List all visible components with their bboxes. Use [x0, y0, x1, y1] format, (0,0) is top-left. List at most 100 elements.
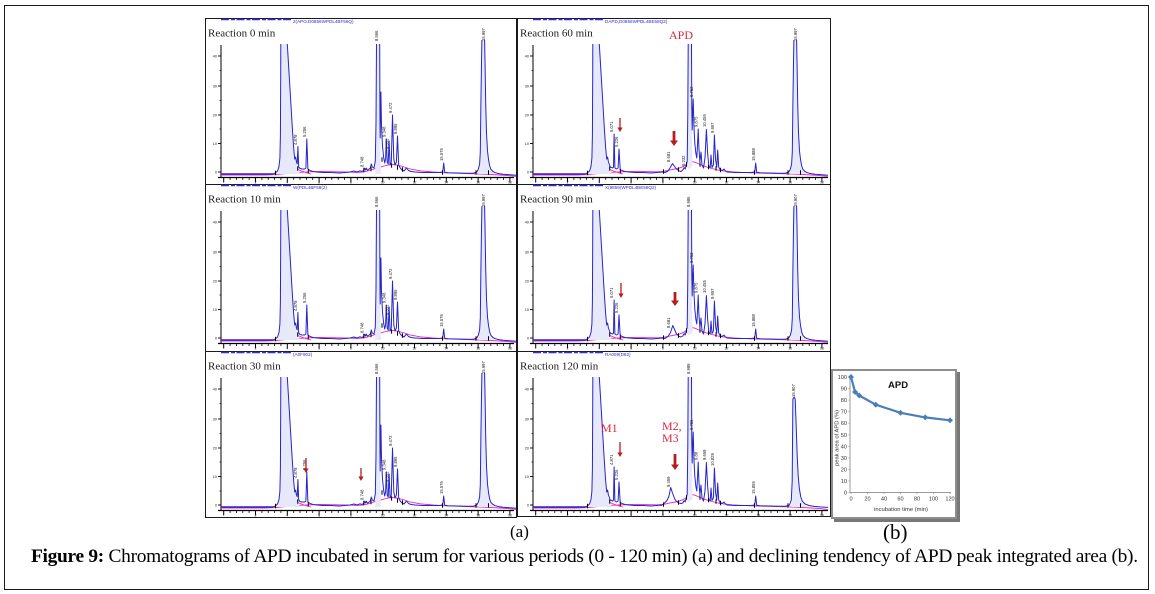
svg-text:Reaction 0 min: Reaction 0 min — [208, 28, 276, 40]
svg-text:40: 40 — [841, 444, 847, 450]
svg-text:70: 70 — [841, 410, 847, 416]
svg-text:15.576: 15.576 — [439, 148, 444, 161]
svg-text:40: 40 — [881, 497, 887, 503]
svg-text:10: 10 — [213, 308, 217, 312]
svg-text:4: 4 — [286, 180, 288, 184]
svg-text:9.752: 9.752 — [689, 86, 694, 97]
svg-text:15.576: 15.576 — [439, 481, 444, 494]
svg-text:9.472: 9.472 — [388, 102, 393, 113]
svg-text:9.957: 9.957 — [710, 288, 715, 299]
svg-text:8.986: 8.986 — [686, 196, 691, 207]
svg-text:6: 6 — [318, 513, 320, 517]
svg-text:30: 30 — [213, 85, 217, 89]
svg-text:14: 14 — [444, 346, 448, 350]
svg-text:APD: APD — [669, 28, 693, 42]
svg-text:10: 10 — [381, 346, 385, 350]
svg-text:9.895: 9.895 — [393, 289, 398, 300]
svg-text:6: 6 — [630, 346, 632, 350]
svg-text:8: 8 — [350, 513, 352, 517]
svg-text:15.997: 15.997 — [481, 28, 486, 41]
svg-text:8.748: 8.748 — [360, 322, 365, 333]
svg-text:4.878: 4.878 — [293, 300, 298, 311]
svg-text:Reaction 30 min: Reaction 30 min — [208, 361, 281, 373]
svg-text:40: 40 — [525, 221, 529, 225]
svg-text:10: 10 — [381, 180, 385, 184]
svg-text:8.566: 8.566 — [374, 30, 379, 41]
svg-text:15.907: 15.907 — [793, 194, 798, 207]
svg-text:14: 14 — [756, 346, 760, 350]
svg-text:5.071: 5.071 — [609, 121, 614, 132]
svg-text:14: 14 — [756, 180, 760, 184]
svg-text:16: 16 — [476, 346, 480, 350]
svg-text:4: 4 — [286, 346, 288, 350]
svg-text:6: 6 — [318, 346, 320, 350]
svg-text:30: 30 — [841, 456, 847, 462]
svg-text:6: 6 — [630, 513, 632, 517]
svg-text:12: 12 — [413, 180, 417, 184]
svg-text:8.748: 8.748 — [360, 156, 365, 167]
svg-text:9.352: 9.352 — [385, 138, 390, 149]
svg-text:16: 16 — [476, 513, 480, 517]
svg-text:20: 20 — [841, 467, 847, 473]
svg-text:30: 30 — [525, 251, 529, 255]
svg-text:8.989: 8.989 — [686, 363, 691, 374]
svg-text:15.997: 15.997 — [481, 194, 486, 207]
svg-text:15.907: 15.907 — [791, 384, 796, 397]
svg-text:12: 12 — [413, 513, 417, 517]
svg-text:15.888: 15.888 — [751, 314, 756, 327]
svg-text:8: 8 — [662, 180, 664, 184]
svg-text:0: 0 — [527, 171, 529, 175]
svg-text:15.855: 15.855 — [751, 481, 756, 494]
svg-text:40: 40 — [213, 55, 217, 59]
svg-text:15.997: 15.997 — [481, 361, 486, 374]
svg-text:60: 60 — [841, 421, 847, 427]
svg-text:5.226: 5.226 — [614, 469, 619, 480]
svg-text:9.232: 9.232 — [681, 155, 686, 166]
svg-text:18: 18 — [820, 180, 824, 184]
svg-text:8: 8 — [350, 346, 352, 350]
svg-text:4.878: 4.878 — [293, 467, 298, 478]
svg-text:8.681: 8.681 — [666, 151, 671, 162]
svg-text:2: 2 — [567, 346, 569, 350]
svg-text:9.659: 9.659 — [702, 449, 707, 460]
svg-text:14: 14 — [444, 180, 448, 184]
svg-text:9.756: 9.756 — [689, 419, 694, 430]
svg-text:80: 80 — [914, 497, 920, 503]
svg-text:5.256: 5.256 — [302, 292, 307, 303]
svg-text:Reaction 10 min: Reaction 10 min — [208, 194, 281, 206]
svg-text:100: 100 — [929, 497, 938, 503]
svg-text:8: 8 — [662, 513, 664, 517]
svg-text:16: 16 — [788, 180, 792, 184]
svg-text:0: 0 — [215, 504, 217, 508]
svg-text:40: 40 — [525, 388, 529, 392]
svg-text:9.348: 9.348 — [382, 126, 387, 137]
svg-text:10: 10 — [213, 142, 217, 146]
svg-text:Reaction 120 min: Reaction 120 min — [520, 361, 599, 373]
svg-text:9.348: 9.348 — [382, 459, 387, 470]
svg-text:8.566: 8.566 — [374, 196, 379, 207]
svg-text:4: 4 — [286, 513, 288, 517]
svg-text:8: 8 — [350, 180, 352, 184]
svg-text:4: 4 — [598, 513, 600, 517]
svg-text:8.681: 8.681 — [666, 317, 671, 328]
svg-text:0: 0 — [844, 491, 847, 497]
svg-text:10: 10 — [525, 475, 529, 479]
svg-text:6: 6 — [630, 180, 632, 184]
svg-text:9.348: 9.348 — [382, 292, 387, 303]
svg-text:0: 0 — [527, 337, 529, 341]
svg-text:4.878: 4.878 — [293, 134, 298, 145]
svg-text:9.895: 9.895 — [393, 456, 398, 467]
svg-text:5.256: 5.256 — [302, 459, 307, 470]
svg-text:50: 50 — [841, 433, 847, 439]
svg-text:2(APO.D0856WPDL4BF58Q): 2(APO.D0856WPDL4BF58Q) — [293, 19, 354, 24]
svg-text:Reaction 60 min: Reaction 60 min — [520, 28, 593, 40]
svg-text:W(PDL4BF58(2): W(PDL4BF58(2) — [293, 185, 327, 190]
svg-text:M1: M1 — [601, 421, 618, 435]
svg-text:5.226: 5.226 — [614, 302, 619, 313]
svg-text:(A0F902): (A0F902) — [293, 352, 313, 357]
svg-text:9.352: 9.352 — [385, 471, 390, 482]
svg-text:10.455: 10.455 — [702, 280, 707, 293]
svg-text:12: 12 — [413, 346, 417, 350]
svg-text:9.88: 9.88 — [694, 451, 699, 460]
svg-text:5.256: 5.256 — [302, 126, 307, 137]
